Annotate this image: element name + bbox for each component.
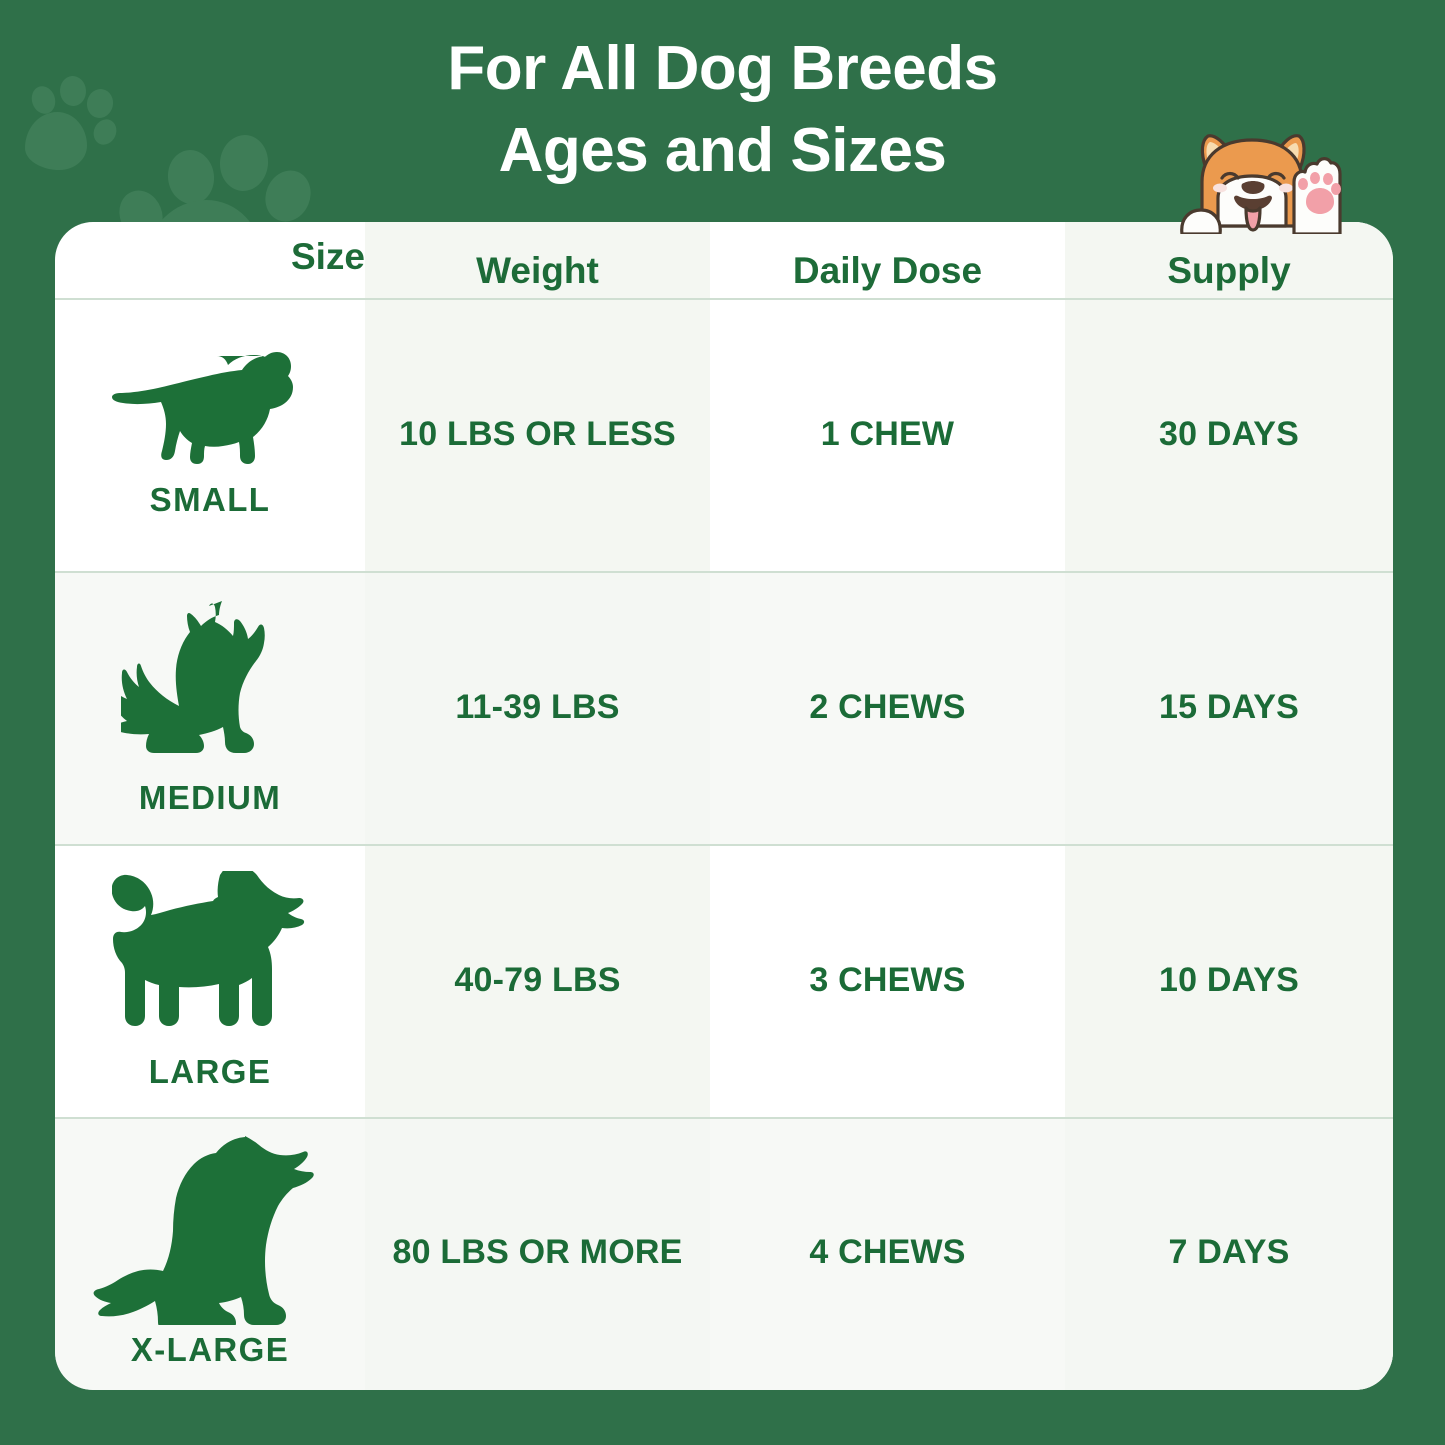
- supply-cell: 10 DAYS: [1158, 961, 1299, 999]
- weight-cell: 10 LBS OR LESS: [399, 415, 676, 453]
- size-label: LARGE: [148, 1052, 272, 1090]
- size-cell-large: LARGE: [55, 844, 365, 1117]
- supply-cell: 15 DAYS: [1158, 688, 1299, 726]
- table-row: LARGE 40-79 LBS 3 CHEWS 10 DAYS: [55, 844, 1393, 1117]
- table-header-row: Size Weight Daily Dose Supply: [55, 222, 1393, 298]
- dog-silhouette-puppy-standing-icon: [112, 352, 293, 464]
- page-title-line-2: Ages and Sizes: [498, 115, 947, 185]
- dose-cell: 2 CHEWS: [809, 688, 966, 726]
- table-row: SMALL 10 LBS OR LESS 1 CHEW 30 DAYS: [55, 298, 1393, 571]
- page-title-line-1: For All Dog Breeds: [447, 34, 998, 103]
- size-label: SMALL: [149, 481, 271, 518]
- size-label: MEDIUM: [138, 779, 282, 816]
- table-divider: [55, 1117, 1393, 1119]
- dog-silhouette-sitting-fluffy-tail-icon: [121, 601, 265, 753]
- weight-cell: 11-39 LBS: [455, 688, 620, 726]
- weight-cell: 40-79 LBS: [454, 961, 621, 999]
- column-header-dose: Daily Dose: [792, 250, 983, 291]
- page-title: For All Dog Breeds Ages and Sizes: [0, 28, 1445, 192]
- dose-cell: 1 CHEW: [820, 415, 955, 453]
- column-header-supply: Supply: [1167, 250, 1291, 291]
- supply-cell: 7 DAYS: [1168, 1232, 1290, 1271]
- table-divider: [55, 571, 1393, 573]
- size-cell-xlarge: X-LARGE: [55, 1117, 365, 1387]
- dog-silhouette-standing-curled-tail-icon: [112, 870, 305, 1026]
- table-divider: [55, 844, 1393, 846]
- table-row: MEDIUM 11-39 LBS 2 CHEWS 15 DAYS: [55, 571, 1393, 844]
- size-label: X-LARGE: [130, 1331, 290, 1368]
- table-row: X-LARGE 80 LBS OR MORE 4 CHEWS 7 DAYS: [55, 1117, 1393, 1387]
- table-divider: [55, 298, 1393, 300]
- size-cell-small: SMALL: [55, 298, 365, 571]
- dose-cell: 3 CHEWS: [809, 961, 966, 999]
- column-header-weight: Weight: [476, 250, 599, 291]
- dosage-table: Size Weight Daily Dose Supply SMALL 10 L…: [55, 222, 1393, 1390]
- size-cell-medium: MEDIUM: [55, 571, 365, 844]
- supply-cell: 30 DAYS: [1158, 415, 1299, 453]
- column-header-size: Size: [290, 236, 365, 277]
- dose-cell: 4 CHEWS: [809, 1232, 966, 1271]
- weight-cell: 80 LBS OR MORE: [392, 1232, 683, 1271]
- row-stripe-medium: [55, 571, 1393, 844]
- dog-silhouette-retriever-sitting-icon: [93, 1136, 314, 1325]
